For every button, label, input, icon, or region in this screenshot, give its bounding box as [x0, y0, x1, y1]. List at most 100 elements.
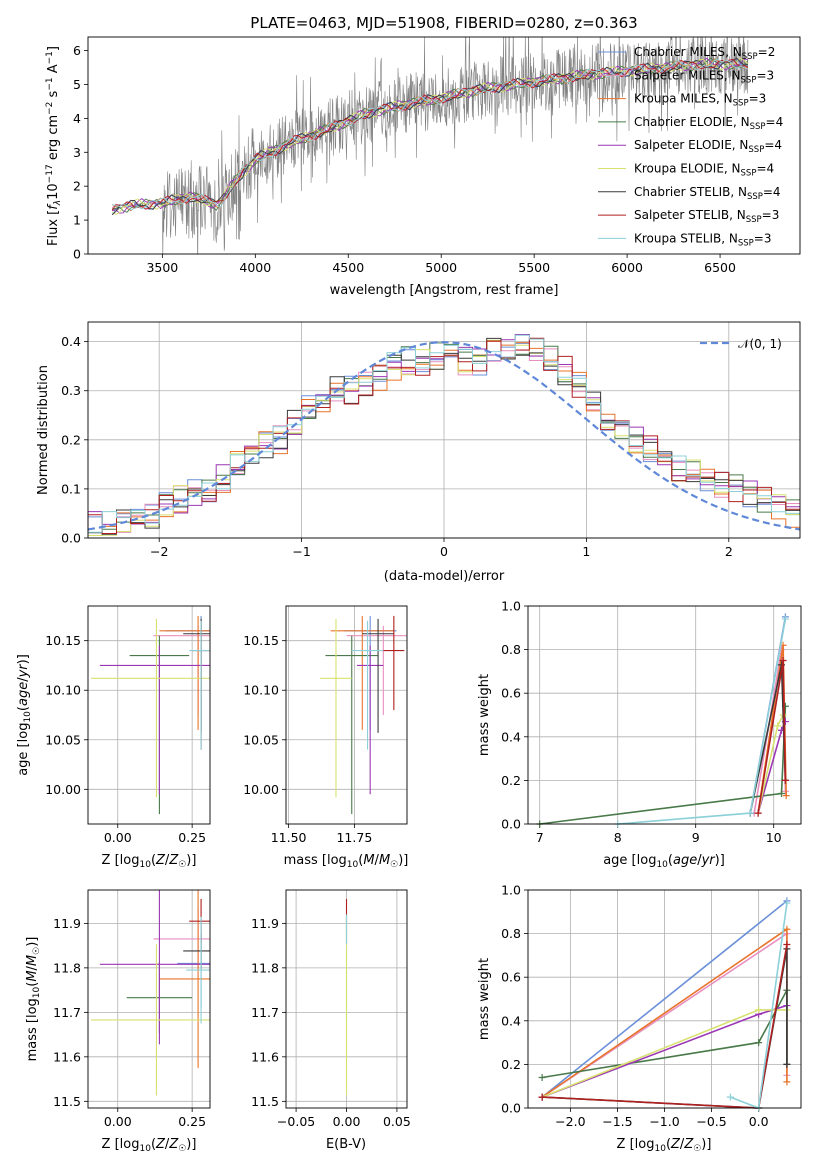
- spectrum-legend: Chabrier MILES, NSSP=2 Salpeter MILES, NS…: [598, 45, 783, 248]
- y-tick-label: 11.8: [251, 960, 279, 975]
- mass-vs-ebv-xlabel: E(B-V): [326, 1137, 366, 1152]
- residuals-frame: [87, 321, 801, 539]
- mass-weight-vs-age-ylabel: mass weight: [477, 674, 492, 756]
- mass-vs-z-panel: 0.00 0.25 11.5 11.6 11.7 11.8 11.9 Z [log10(Z/…: [25, 889, 211, 1154]
- series-line: [749, 664, 787, 814]
- legend-entry: Kroupa MILES, NSSP=3: [634, 92, 766, 109]
- series-marker: [782, 792, 790, 800]
- x-tick-label: 1: [582, 544, 590, 559]
- model-line: [112, 57, 749, 214]
- y-tick-label: 2: [73, 179, 81, 194]
- spectrum-plot-area: 3500 4000 4500 5000 5500 6000 6500 0 1 2 3 4 5 6 Chabr…: [73, 37, 783, 275]
- x-tick-label: 8: [614, 830, 622, 845]
- age-vs-mass-panel: 11.50 11.75 10.00 10.05 10.10 10.15 mass [log…: [243, 605, 408, 870]
- series-marker: [726, 1093, 734, 1101]
- mass-weight-vs-z-ylabel: mass weight: [477, 958, 492, 1040]
- y-tick-label: 0.0: [501, 1101, 521, 1116]
- y-tick-label: 5: [73, 77, 81, 92]
- series-marker: [778, 789, 785, 797]
- series-line: [539, 706, 787, 825]
- residuals-xlabel: (data-model)/error: [384, 569, 505, 584]
- gridlines: [286, 606, 407, 824]
- y-tick-label: 10.15: [243, 633, 279, 648]
- x-tick-label: 3500: [146, 260, 178, 275]
- mass-weight-vs-z-xlabel: Z [log10(Z/Z☉)]: [617, 1137, 712, 1154]
- y-tick-label: 0.0: [501, 817, 521, 832]
- y-tick-label: 11.5: [53, 1094, 81, 1109]
- y-tick-label: 1: [73, 213, 81, 228]
- x-tick-label: −2.0: [555, 1114, 585, 1129]
- x-tick-label: 11.50: [271, 830, 307, 845]
- error-bars: [320, 615, 407, 815]
- y-tick-label: 3: [73, 145, 81, 160]
- legend-entry: Chabrier ELODIE, NSSP=4: [634, 115, 783, 132]
- legend-entry: Chabrier STELIB, NSSP=4: [634, 185, 781, 202]
- y-tick-label: 11.6: [251, 1049, 279, 1064]
- y-tick-label: 0.1: [61, 481, 81, 496]
- legend-entry: Kroupa STELIB, NSSP=3: [634, 231, 772, 248]
- age-vs-z-ylabel: age [log10(age/yr)]: [16, 654, 33, 776]
- x-tick-label: 0: [440, 544, 448, 559]
- series-marker: [755, 1039, 763, 1047]
- gridlines: [528, 605, 801, 825]
- y-tick-label: 11.9: [53, 916, 81, 931]
- y-tick-label: 4: [73, 111, 81, 126]
- y-tick-label: 0.6: [501, 686, 521, 701]
- y-tick-label: 0: [73, 247, 81, 262]
- mass-weight-vs-age-frame: [527, 605, 802, 825]
- series-marker: [779, 657, 787, 664]
- y-tick-label: 0.8: [501, 642, 521, 657]
- series-marker: [783, 899, 791, 907]
- age-vs-mass-plot-area: 11.50 11.75 10.00 10.05 10.10 10.15: [243, 606, 407, 845]
- y-tick-label: 0.4: [61, 334, 81, 349]
- x-tick-label: 4500: [332, 260, 364, 275]
- y-tick-label: 11.8: [53, 960, 81, 975]
- legend-entry: Chabrier MILES, NSSP=2: [634, 45, 775, 62]
- mass-vs-z-plot-area: 0.00 0.25 11.5 11.6 11.7 11.8 11.9: [53, 890, 210, 1129]
- y-tick-label: 10.10: [45, 683, 81, 698]
- residuals-plot-area: −2 −1 0 1 2 0.0 0.1 0.2 0.3 0.4 𝒩(0, 1): [61, 322, 801, 559]
- series-marker: [781, 615, 789, 623]
- mass-vs-z-xlabel: Z [log10(Z/Z☉)]: [102, 1137, 197, 1154]
- spectrum-frame: [87, 36, 801, 255]
- x-tick-label: 6500: [704, 260, 736, 275]
- ticks: −2.0 −1.5 −1.0 −0.5 0.0 0.0 0.2 0.4 0.6 0.8 1.0: [501, 883, 769, 1130]
- y-tick-label: 0.2: [501, 773, 521, 788]
- x-tick-label: 5000: [425, 260, 457, 275]
- model-line: [112, 59, 749, 211]
- spectrum-panel: 3500 4000 4500 5000 5500 6000 6500 0 1 2 3 4 5 6 Chabr…: [45, 36, 801, 298]
- residuals-legend: 𝒩(0, 1): [700, 337, 782, 351]
- ticks: −0.05 0.00 0.05 11.5 11.6 11.7 11.8 11.9: [251, 916, 411, 1129]
- mass-weight-vs-age-xlabel: age [log10(age/yr)]: [603, 853, 725, 870]
- x-tick-label: −1.0: [649, 1114, 679, 1129]
- mass-weight-vs-age-plot-area: 7 8 9 10 0.0 0.2 0.4 0.6 0.8 1.0: [501, 599, 801, 845]
- y-tick-label: 11.7: [53, 1005, 81, 1020]
- ticks: −2 −1 0 1 2 0.0 0.1 0.2 0.3 0.4: [61, 334, 733, 559]
- series-marker: [774, 722, 782, 730]
- series-marker: [538, 1093, 546, 1101]
- x-tick-label: 9: [692, 830, 700, 845]
- x-tick-label: 5500: [518, 260, 550, 275]
- y-tick-label: 6: [73, 43, 81, 58]
- x-tick-label: −0.5: [696, 1114, 726, 1129]
- series-marker: [783, 941, 791, 948]
- mass-vs-ebv-panel: −0.05 0.00 0.05 11.5 11.6 11.7 11.8 11.9 E(B-V): [251, 889, 411, 1152]
- legend-entry: Salpeter STELIB, NSSP=3: [634, 208, 779, 225]
- x-tick-label: 0.25: [178, 1114, 206, 1129]
- y-tick-label: 10.05: [243, 732, 279, 747]
- series-marker: [746, 809, 754, 817]
- y-tick-label: 11.7: [251, 1005, 279, 1020]
- gridlines: [88, 890, 210, 1108]
- y-tick-label: 0.6: [501, 970, 521, 985]
- histogram-step: [87, 337, 800, 538]
- y-tick-label: 10.00: [45, 782, 81, 797]
- error-bars: [90, 615, 210, 815]
- x-tick-label: 0.05: [383, 1114, 411, 1129]
- age-vs-z-frame: [87, 605, 211, 825]
- age-vs-z-xlabel: Z [log10(Z/Z☉)]: [102, 853, 197, 870]
- x-tick-label: 0.25: [178, 830, 206, 845]
- x-tick-label: 0.00: [333, 1114, 361, 1129]
- age-vs-mass-frame: [285, 605, 408, 825]
- model-line: [111, 58, 749, 211]
- mass-weight-lines: [536, 613, 790, 828]
